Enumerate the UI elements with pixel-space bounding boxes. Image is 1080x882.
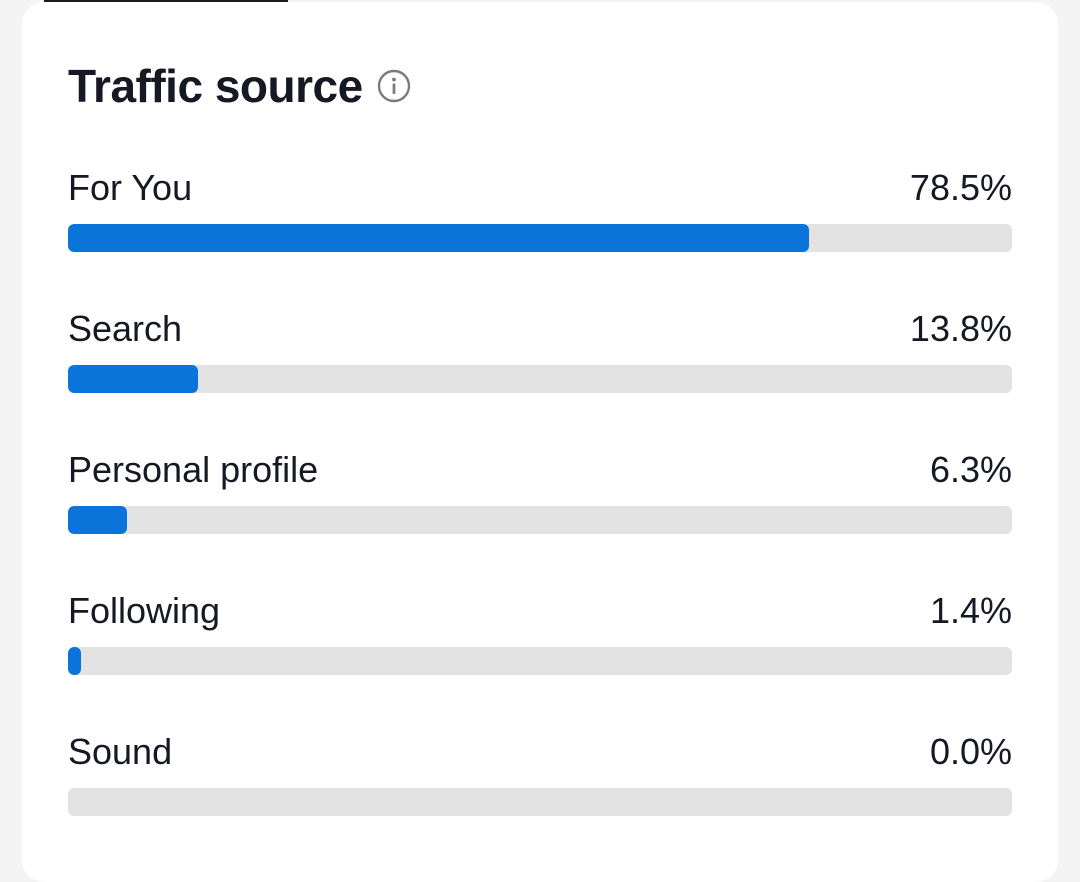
progress-track (68, 224, 1012, 252)
progress-fill (68, 224, 810, 252)
traffic-source-card: Traffic source For You 78.5% Search 13.8… (22, 2, 1058, 882)
row-label: Sound (68, 731, 173, 772)
traffic-row-for-you: For You 78.5% (68, 166, 1012, 256)
progress-fill (68, 506, 128, 534)
row-value: 6.3% (929, 449, 1012, 490)
top-divider (44, 0, 288, 2)
row-label: Following (68, 590, 221, 631)
traffic-row-personal-profile: Personal profile 6.3% (68, 448, 1012, 538)
row-label: For You (68, 167, 193, 208)
progress-track (68, 365, 1012, 393)
row-label: Personal profile (68, 449, 319, 490)
progress-track (68, 647, 1012, 675)
traffic-row-sound: Sound 0.0% (68, 730, 1012, 820)
progress-track (68, 788, 1012, 816)
info-icon[interactable] (377, 69, 411, 103)
traffic-row-search: Search 13.8% (68, 307, 1012, 397)
row-value: 13.8% (909, 308, 1012, 349)
progress-track (68, 506, 1012, 534)
card-title: Traffic source (68, 60, 363, 112)
row-label: Search (68, 308, 183, 349)
card-header: Traffic source (68, 58, 411, 114)
progress-fill (68, 647, 82, 675)
traffic-row-following: Following 1.4% (68, 589, 1012, 679)
row-value: 1.4% (929, 590, 1012, 631)
row-value: 78.5% (909, 167, 1012, 208)
progress-fill (68, 365, 199, 393)
row-value: 0.0% (929, 731, 1012, 772)
